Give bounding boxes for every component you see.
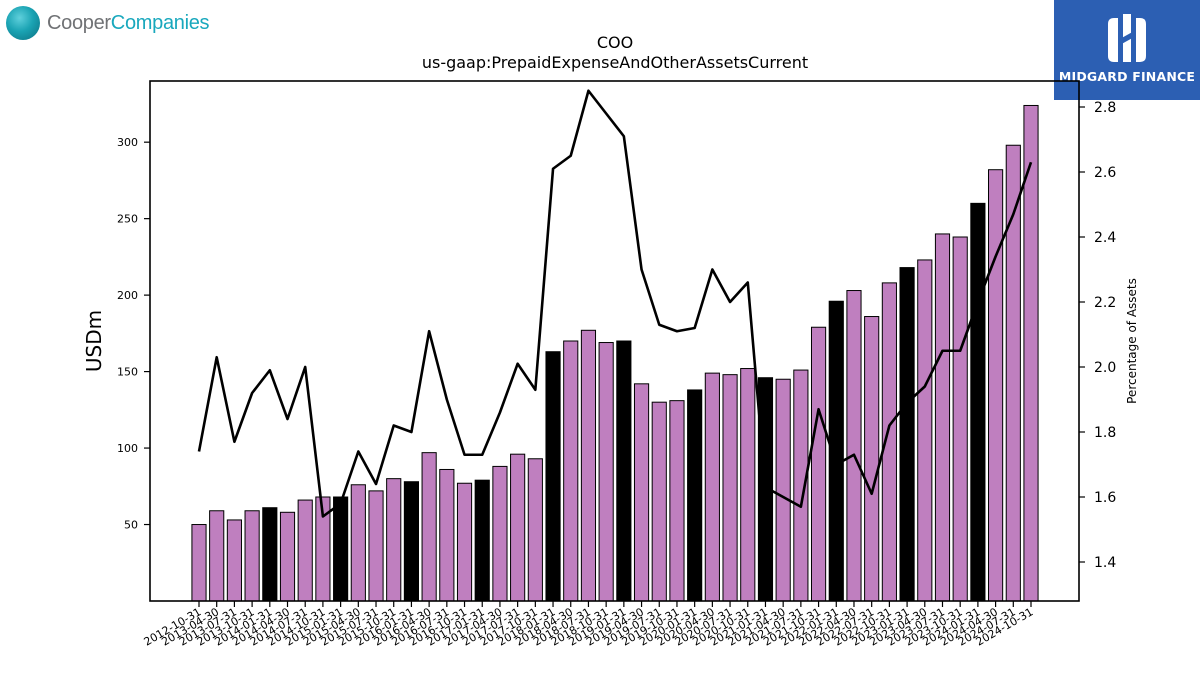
chart-subtitle: us-gaap:PrepaidExpenseAndOtherAssetsCurr…: [422, 53, 808, 72]
bar-2012-10-31: [191, 524, 207, 602]
left-axis-ticks: 50 100 150 200 250 300: [117, 136, 150, 532]
bar-2023-04-30: [934, 233, 951, 602]
y-tick-label: 150: [117, 366, 138, 379]
y2-tick-label: 1.8: [1094, 425, 1116, 441]
bar-2019-01-31: [633, 383, 650, 602]
y2-tick-label: 1.6: [1094, 490, 1116, 506]
logo-text-cooper: Cooper: [47, 11, 111, 34]
plot-frame: [149, 80, 1080, 602]
midgard-emblem-icon: [1108, 14, 1146, 62]
bar-2018-07-31: [598, 342, 614, 602]
y2-tick-label: 1.4: [1094, 555, 1116, 571]
bars-group: [191, 104, 1039, 602]
y2-tick-label: 2.0: [1094, 360, 1116, 376]
y-tick-label: 100: [117, 442, 138, 455]
bar-2018-10-31: [616, 340, 632, 602]
x-axis-ticks: 2012-10-312013-04-302013-07-312013-10-31…: [142, 601, 1036, 649]
y-tick-label: 50: [124, 519, 138, 532]
bar-2019-07-31: [669, 400, 685, 602]
bar-2015-07-31: [386, 478, 402, 602]
y2-tick-label: 2.2: [1094, 295, 1116, 311]
y2-tick-label: 2.4: [1094, 230, 1116, 246]
bar-2017-04-30: [510, 453, 526, 602]
bar-2013-10-31: [262, 507, 278, 602]
bar-2020-07-31: [740, 368, 756, 602]
y2-tick-label: 2.8: [1094, 100, 1116, 116]
bar-2022-01-31: [846, 290, 862, 602]
percentage-line: [197, 89, 1033, 518]
y-tick-label: 200: [117, 289, 138, 302]
bar-2015-04-30: [368, 490, 384, 602]
right-axis-ticks: 1.4 1.6 1.8 2.0 2.2 2.4 2.6 2.8: [1079, 100, 1116, 571]
bar-2023-10-31: [970, 202, 986, 602]
coopercompanies-logo: CooperCompanies: [6, 5, 210, 41]
bar-2013-01-31: [209, 510, 225, 602]
bar-2022-04-30: [864, 316, 880, 602]
bar-2017-07-31: [527, 458, 543, 602]
bar-2016-01-31: [421, 452, 437, 602]
bar-2016-10-31: [474, 479, 490, 602]
bar-2022-10-31: [899, 267, 915, 602]
bar-2014-01-31: [279, 511, 296, 602]
midgard-brand-text: MIDGARD FINANCE: [1058, 69, 1196, 84]
y-tick-label: 300: [117, 136, 138, 149]
bar-2013-07-31: [244, 510, 260, 602]
bar-2023-07-31: [952, 236, 968, 602]
bar-2015-01-31: [350, 484, 366, 602]
y2-tick-label: 2.6: [1094, 165, 1116, 181]
bar-2020-01-31: [704, 372, 720, 602]
bar-2018-01-31: [563, 340, 579, 602]
y-axis-label: USDm: [82, 310, 106, 372]
bar-2013-04-30: [226, 519, 242, 602]
bar-2017-01-31: [492, 465, 508, 602]
bar-2019-10-31: [687, 389, 703, 602]
bar-2014-04-30: [297, 499, 313, 602]
bar-2019-04-30: [651, 401, 667, 602]
logo-text-companies: Companies: [110, 11, 210, 34]
chart-title: COO: [597, 33, 633, 52]
bar-2018-04-30: [580, 329, 597, 602]
bar-2017-10-31: [545, 351, 561, 602]
bar-2015-10-31: [403, 481, 419, 602]
bar-2024-01-31: [988, 169, 1004, 602]
logo-globe-icon: [6, 6, 40, 40]
bar-2021-07-31: [810, 326, 827, 602]
bar-2021-01-31: [775, 378, 791, 602]
y2-axis-label: Percentage of Assets: [1125, 278, 1139, 404]
bar-2023-01-31: [917, 259, 933, 602]
bar-2014-10-31: [333, 496, 349, 602]
bar-2016-07-31: [456, 482, 473, 602]
y-tick-label: 250: [117, 213, 138, 226]
bar-2020-04-30: [722, 374, 738, 602]
midgard-finance-logo: MIDGARD FINANCE: [1054, 0, 1200, 100]
bar-2016-04-30: [439, 468, 455, 602]
